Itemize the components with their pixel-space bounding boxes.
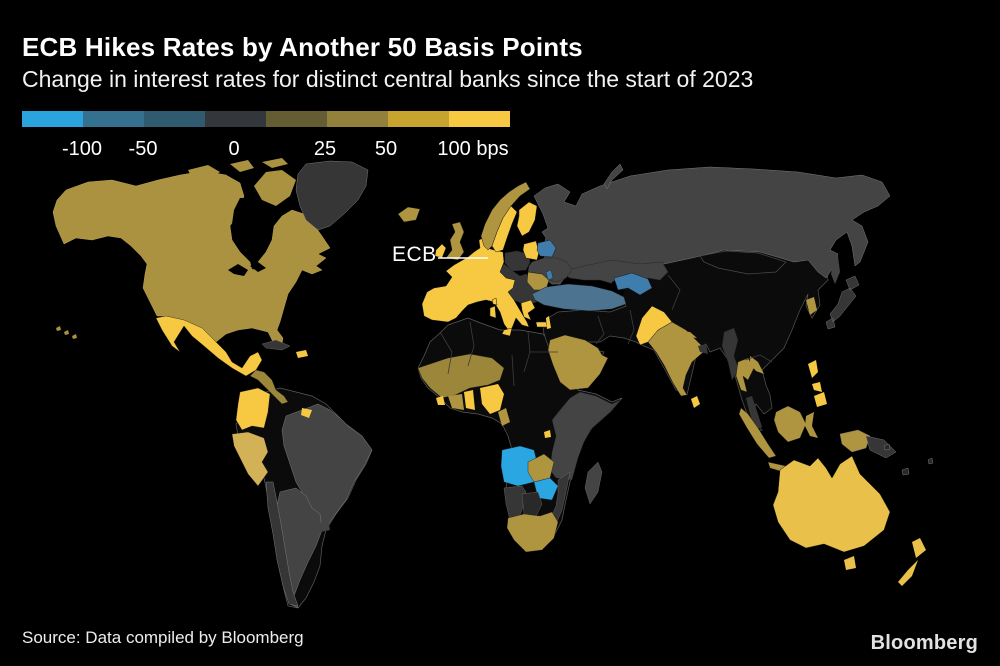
region-sumatra bbox=[738, 407, 777, 459]
scale-segment-cut-50 bbox=[83, 111, 144, 127]
scale-tick: 50 bbox=[374, 138, 398, 160]
region-south-korea bbox=[806, 297, 817, 315]
region-cuba bbox=[261, 339, 291, 351]
region-borneo bbox=[773, 405, 807, 443]
region-central-america bbox=[249, 369, 289, 405]
region-sicily-sardinia-corsica bbox=[489, 297, 513, 337]
region-new-zealand bbox=[898, 538, 926, 586]
region-japan bbox=[825, 275, 860, 330]
scale-segment-cut-100 bbox=[22, 111, 83, 127]
region-colombia bbox=[235, 387, 271, 431]
region-canadian-arctic-islands bbox=[188, 158, 296, 206]
scale-segment-zero bbox=[205, 111, 266, 127]
region-botswana bbox=[521, 491, 543, 517]
chart-subtitle: Change in interest rates for distinct ce… bbox=[22, 66, 754, 92]
region-east-africa bbox=[549, 391, 621, 481]
scale-segment-hike-50 bbox=[327, 111, 388, 127]
region-baltic-states bbox=[522, 240, 540, 261]
region-pakistan bbox=[635, 305, 673, 346]
region-south-africa bbox=[506, 511, 559, 553]
region-greenland bbox=[295, 160, 369, 231]
region-uruguay bbox=[318, 520, 330, 532]
region-finland bbox=[516, 201, 538, 237]
source-note: Source: Data compiled by Bloomberg bbox=[22, 628, 304, 647]
region-nepal bbox=[674, 330, 697, 338]
region-cameroon bbox=[498, 408, 510, 426]
region-eurozone bbox=[421, 236, 530, 332]
region-tasmania bbox=[844, 556, 856, 570]
region-united-kingdom bbox=[445, 221, 465, 261]
region-rwanda bbox=[544, 430, 551, 438]
page-title: ECB Hikes Rates by Another 50 Basis Poin… bbox=[22, 32, 583, 62]
region-ghana bbox=[464, 390, 475, 410]
region-iceland bbox=[397, 206, 421, 223]
region-australia bbox=[772, 455, 891, 553]
region-new-guinea-west bbox=[839, 429, 871, 453]
region-sri-lanka bbox=[691, 396, 700, 408]
region-sweden bbox=[491, 205, 518, 253]
region-sakhalin bbox=[831, 256, 840, 284]
region-sulawesi bbox=[805, 412, 818, 438]
region-turkey bbox=[531, 283, 627, 312]
scale-tick: 100 bps bbox=[437, 138, 509, 160]
region-poland bbox=[504, 250, 531, 272]
region-peru bbox=[231, 431, 269, 487]
region-novaya-zemlya bbox=[603, 163, 624, 190]
region-madagascar bbox=[584, 461, 603, 505]
region-papua-new-guinea bbox=[865, 435, 897, 459]
region-cote-divoire bbox=[448, 394, 464, 410]
scale-segment-hike-25 bbox=[266, 111, 327, 127]
great-lakes bbox=[228, 262, 266, 276]
region-israel bbox=[546, 316, 551, 329]
region-chile bbox=[265, 481, 299, 607]
region-hispaniola bbox=[296, 350, 308, 358]
scale-tick: 25 bbox=[313, 138, 337, 160]
region-sierra-leone bbox=[436, 396, 445, 405]
scale-segment-cut-small bbox=[144, 111, 205, 127]
region-ireland bbox=[434, 243, 447, 259]
region-bangladesh bbox=[698, 344, 708, 354]
color-scale-bar bbox=[22, 111, 510, 127]
region-hawaii bbox=[56, 326, 77, 339]
region-pacific-islands bbox=[883, 443, 934, 476]
color-scale-tick-labels: -100 -50 0 25 50 100 bps bbox=[0, 138, 1000, 162]
scale-segment-hike-100 bbox=[449, 111, 510, 127]
region-philippines bbox=[808, 360, 827, 407]
region-india bbox=[647, 321, 707, 397]
region-mexico bbox=[155, 315, 263, 377]
region-ukraine bbox=[527, 257, 573, 283]
scale-tick: -50 bbox=[128, 138, 158, 160]
scale-segment-hike-75 bbox=[388, 111, 449, 127]
hudson-bay bbox=[232, 198, 272, 270]
scale-tick: -100 bbox=[61, 138, 103, 160]
region-belarus bbox=[536, 239, 557, 258]
region-uzbekistan bbox=[613, 272, 653, 296]
ecb-annotation-label: ECB bbox=[392, 243, 437, 266]
region-laos bbox=[750, 356, 764, 374]
region-arabian-peninsula bbox=[547, 334, 609, 391]
scale-tick: 0 bbox=[228, 138, 240, 160]
country-border-lines bbox=[439, 274, 773, 387]
region-french-guiana bbox=[301, 408, 312, 418]
region-malaysia bbox=[746, 396, 762, 430]
bloomberg-logo: Bloomberg bbox=[870, 632, 978, 654]
region-mongolia bbox=[699, 250, 787, 275]
region-west-africa bbox=[417, 353, 505, 399]
region-nigeria bbox=[480, 384, 504, 414]
region-moldova bbox=[545, 269, 554, 281]
